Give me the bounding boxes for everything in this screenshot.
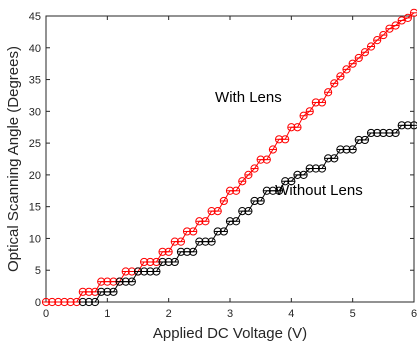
series-without-lens: [78, 121, 417, 307]
x-tick-label: 0: [43, 308, 49, 320]
y-tick-label: 25: [29, 138, 41, 150]
x-tick-label: 2: [166, 308, 172, 320]
data-point: [152, 267, 161, 276]
data-point: [293, 123, 302, 132]
x-tick-label: 1: [104, 308, 110, 320]
data-point: [109, 287, 118, 296]
data-point: [324, 88, 333, 97]
data-point: [244, 170, 253, 179]
data-point: [213, 207, 222, 216]
y-tick-label: 40: [29, 43, 41, 55]
series-with-lens: [41, 8, 417, 307]
data-point: [342, 65, 351, 74]
data-point: [391, 128, 400, 138]
data-point: [379, 30, 388, 40]
data-point: [127, 277, 136, 286]
data-point: [164, 247, 173, 256]
data-point: [391, 21, 400, 30]
y-tick-label: 15: [29, 202, 41, 214]
y-tick-label: 20: [29, 170, 41, 182]
data-point: [360, 48, 370, 57]
series-line: [46, 12, 415, 303]
data-point: [238, 177, 247, 186]
data-point: [201, 217, 210, 226]
data-point: [90, 297, 100, 307]
data-point: [170, 257, 179, 267]
series-annotation: Without Lens: [275, 182, 363, 199]
x-axis-label: Applied DC Voltage (V): [153, 325, 307, 342]
data-point: [189, 247, 198, 256]
data-point: [366, 42, 376, 51]
data-point: [348, 59, 357, 68]
plot-frame: [45, 15, 415, 303]
x-tick-label: 3: [227, 308, 233, 320]
y-axis-label: Optical Scanning Angle (Degrees): [5, 46, 22, 272]
data-point: [348, 145, 357, 154]
data-point: [360, 135, 370, 145]
data-point: [409, 121, 417, 130]
data-point: [250, 164, 259, 173]
data-point: [189, 227, 198, 236]
data-point: [207, 237, 216, 246]
y-tick-label: 35: [29, 75, 41, 87]
data-point: [330, 79, 339, 88]
data-point: [373, 36, 382, 45]
data-point: [336, 72, 345, 81]
x-tick-label: 4: [288, 308, 294, 320]
x-tick-label: 6: [411, 308, 417, 320]
data-point: [219, 196, 228, 206]
data-point: [219, 227, 228, 236]
x-tick-label: 5: [350, 308, 356, 320]
data-point: [330, 154, 339, 163]
y-tick-label: 10: [29, 233, 41, 245]
data-point: [232, 186, 241, 195]
series-layer: [41, 8, 417, 307]
data-point: [287, 177, 296, 186]
y-tick-label: 5: [35, 265, 41, 277]
y-tick-label: 30: [29, 106, 41, 118]
data-point: [268, 145, 278, 154]
data-point: [256, 196, 265, 206]
data-point: [317, 98, 327, 107]
data-point: [232, 217, 241, 226]
data-point: [299, 170, 308, 179]
data-point: [317, 164, 327, 173]
data-point: [244, 207, 253, 216]
series-annotation: With Lens: [215, 89, 282, 106]
data-point: [281, 135, 290, 144]
data-point: [176, 237, 186, 246]
y-tick-label: 45: [29, 11, 41, 23]
labels-layer: Applied DC Voltage (V) Optical Scanning …: [5, 46, 363, 342]
data-point: [262, 155, 271, 164]
data-point: [305, 107, 314, 116]
data-point: [354, 53, 363, 63]
data-point: [299, 111, 308, 120]
y-tick-label: 0: [35, 297, 41, 309]
data-point: [274, 186, 284, 195]
data-point: [409, 8, 417, 17]
data-point: [403, 13, 412, 23]
